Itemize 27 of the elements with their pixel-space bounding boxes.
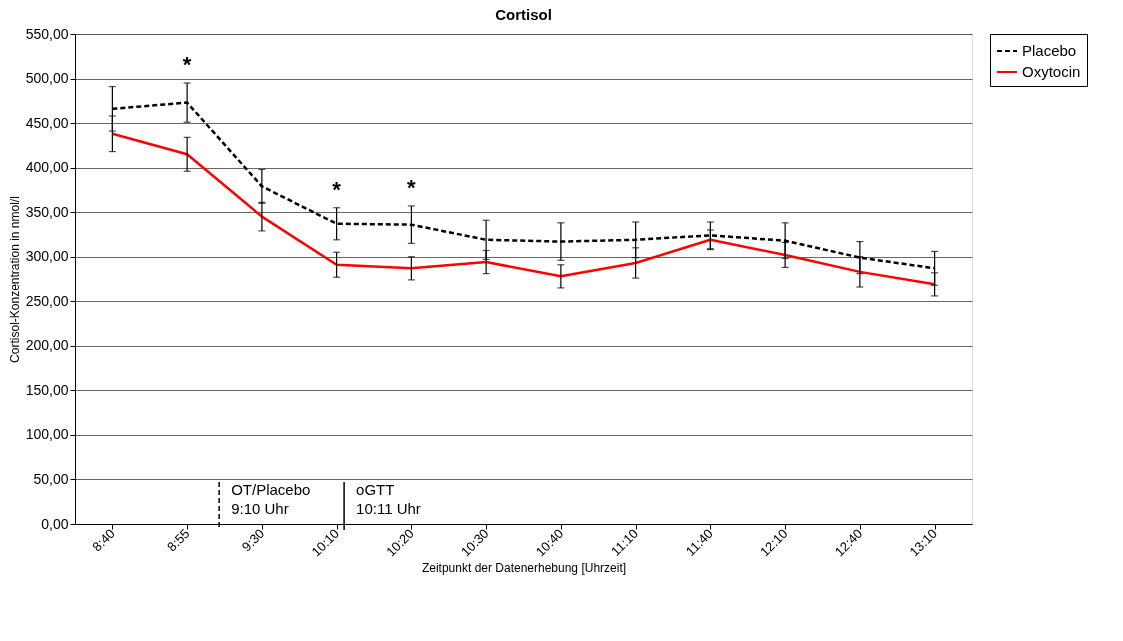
y-tick-label: 300,00 xyxy=(25,248,69,265)
text: oGTT xyxy=(356,481,395,498)
text: OT/Placebo xyxy=(231,481,311,498)
y-axis-title: Cortisol-Konzentration in nmol/l xyxy=(7,196,22,363)
data-label: * xyxy=(332,176,342,202)
x-axis-title: Zeitpunkt der Datenerhebung [Uhrzeit] xyxy=(421,561,627,576)
data-label: * xyxy=(182,52,192,77)
x-tick-label: 8:55 xyxy=(164,525,193,555)
y-tick-label: 250,00 xyxy=(25,292,69,309)
y-tick-label: 550,00 xyxy=(25,25,69,42)
x-tick-label: 9:30 xyxy=(238,525,268,555)
y-tick-label: 350,00 xyxy=(25,203,69,220)
y-tick-label: 100,00 xyxy=(25,426,69,443)
chart-title: Cortisol xyxy=(495,6,552,23)
y-tick-label: 500,00 xyxy=(25,70,69,87)
y-tick-label: 150,00 xyxy=(25,381,69,398)
y-tick-label: 450,00 xyxy=(25,114,69,131)
y-tick-label: 0,00 xyxy=(41,515,69,532)
y-tick-label: 400,00 xyxy=(25,159,69,176)
data-label: * xyxy=(407,174,417,200)
text: 9:10 Uhr xyxy=(231,500,289,517)
legend-label: Placebo xyxy=(1022,42,1077,59)
y-tick-label: 200,00 xyxy=(25,337,69,354)
x-tick-label: 8:40 xyxy=(89,525,118,555)
text: 10:11 Uhr xyxy=(356,500,421,517)
legend-label: Oxytocin xyxy=(1022,63,1081,80)
y-tick-label: 50,00 xyxy=(33,470,69,487)
